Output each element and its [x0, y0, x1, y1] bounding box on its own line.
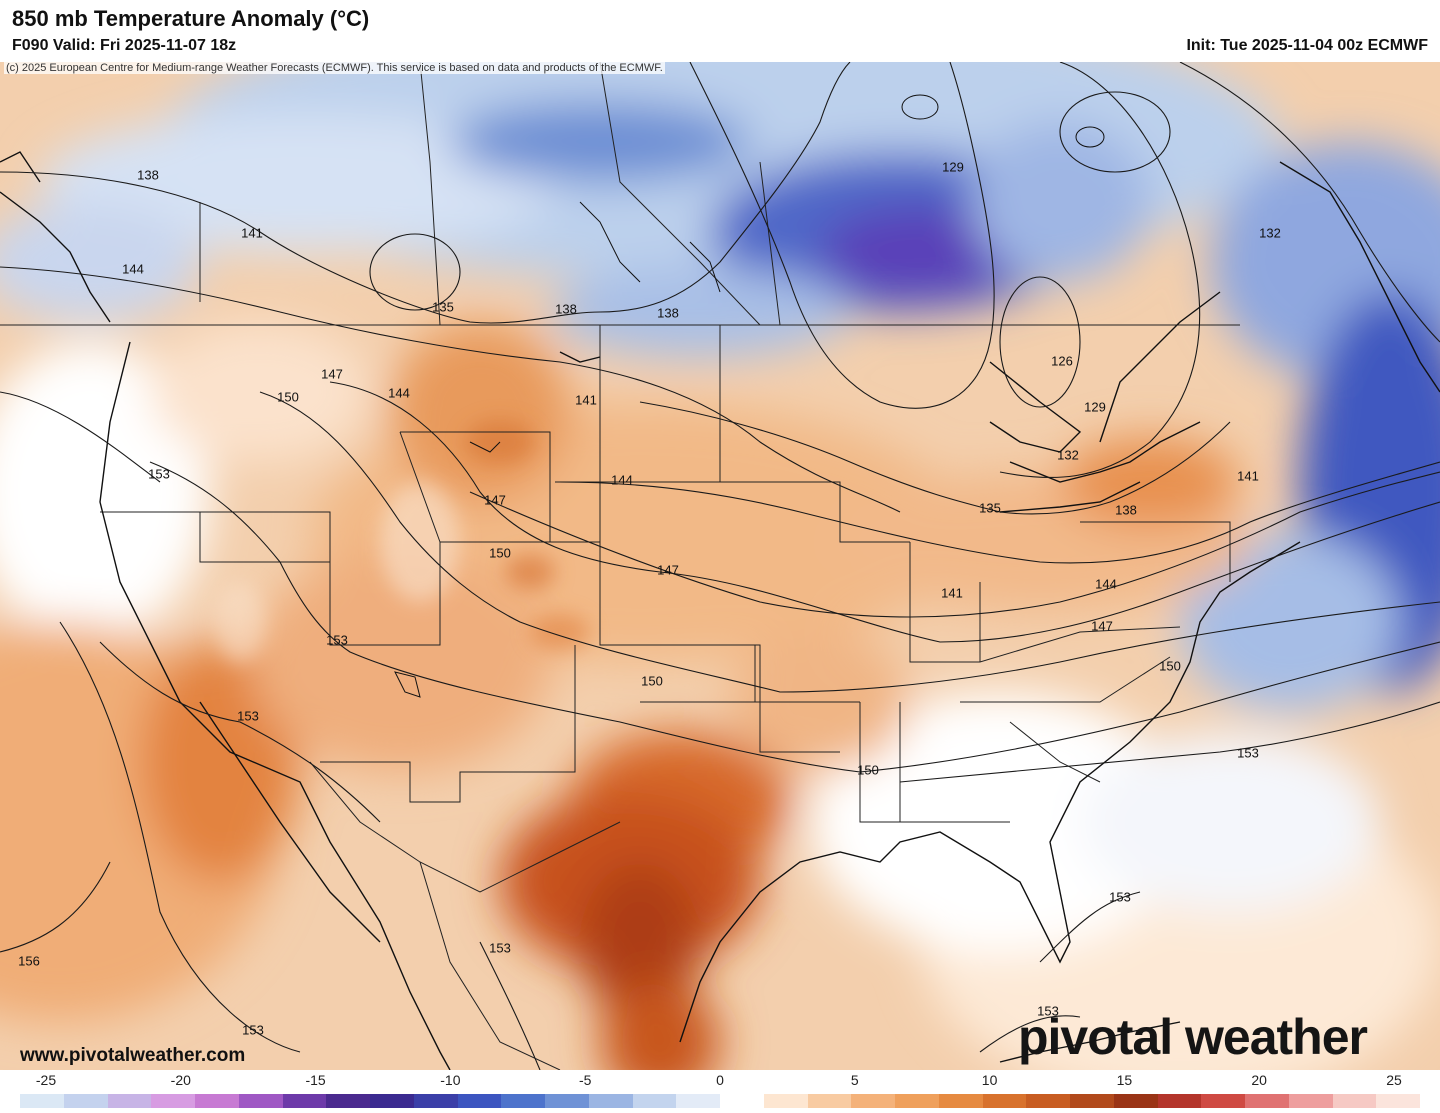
colorbar-swatch	[195, 1094, 239, 1108]
weather-map[interactable]: 138 141 144 135 138 138 129 132 126 129 132 135 138 1…	[0, 62, 1440, 1070]
contour-label: 126	[1051, 353, 1073, 368]
height-contours	[0, 62, 1440, 1070]
contour-label: 129	[942, 159, 964, 174]
colorbar-swatch	[895, 1094, 939, 1108]
colorbar-tick-label: -20	[170, 1072, 191, 1088]
map-title: 850 mb Temperature Anomaly (°C)	[12, 6, 370, 31]
colorbar-swatch	[1332, 1094, 1377, 1108]
colorbar-tick-label: -25	[35, 1072, 57, 1088]
colorbar-tick-label: 20	[1251, 1072, 1267, 1088]
map-canvas: 138 141 144 135 138 138 129 132 126 129 132 135 138 1…	[0, 62, 1440, 1070]
contour-label: 135	[979, 500, 1001, 515]
contour-label: 141	[1237, 468, 1259, 483]
colorbar-swatch	[107, 1094, 152, 1108]
colorbar-swatch	[1070, 1094, 1114, 1108]
colorbar-swatch	[632, 1094, 677, 1108]
contour-label: 144	[122, 261, 144, 276]
contour-label: 153	[326, 632, 348, 647]
contour-label: 144	[388, 385, 410, 400]
contour-label: 144	[1095, 576, 1117, 591]
contour-label: 141	[241, 225, 263, 240]
init-time: Init: Tue 2025-11-04 00z ECMWF	[1186, 37, 1428, 54]
contour-label: 132	[1057, 447, 1079, 462]
contour-label: 147	[657, 562, 679, 577]
contour-label: 153	[1037, 1003, 1059, 1018]
colorbar-scale	[20, 1094, 1420, 1108]
anomaly-field	[0, 62, 1440, 1070]
colorbar-swatch	[282, 1094, 327, 1108]
colorbar-swatch	[1245, 1094, 1289, 1108]
copyright-notice: (c) 2025 European Centre for Medium-rang…	[4, 62, 665, 74]
colorbar-swatch	[457, 1094, 502, 1108]
contour-label: 153	[489, 940, 511, 955]
colorbar-swatch	[720, 1094, 764, 1108]
colorbar-swatch	[238, 1094, 283, 1108]
contour-label: 153	[242, 1022, 264, 1037]
colorbar-tick-labels: -25 -20 -15 -10 -5 0 5 10 15 20 25	[0, 1072, 1440, 1090]
colorbar-swatch	[370, 1094, 414, 1108]
colorbar-tick-label: 10	[981, 1072, 998, 1088]
colorbar-swatch	[1113, 1094, 1158, 1108]
colorbar-swatch	[588, 1094, 633, 1108]
contour-label: 153	[1109, 889, 1131, 904]
colorbar-swatch	[63, 1094, 108, 1108]
colorbar-swatch	[807, 1094, 852, 1108]
contour-label: 138	[137, 167, 159, 182]
colorbar-swatch	[1026, 1094, 1070, 1108]
colorbar-swatch	[501, 1094, 545, 1108]
colorbar-swatch	[938, 1094, 983, 1108]
lakes	[394, 94, 1105, 698]
header: 850 mb Temperature Anomaly (°C) F090 Val…	[0, 0, 1440, 62]
contour-labels: 138 141 144 135 138 138 129 132 126 129 132 135 138 1…	[18, 159, 1281, 1037]
website-link[interactable]: www.pivotalweather.com	[20, 1045, 246, 1066]
contour-label: 150	[1159, 658, 1181, 673]
colorbar-tick-label: -5	[578, 1072, 592, 1088]
contour-label: 135	[432, 299, 454, 314]
colorbar-swatch	[1376, 1094, 1420, 1108]
contour-label: 138	[1115, 502, 1137, 517]
colorbar-tick-label: -15	[305, 1072, 326, 1088]
contour-label: 129	[1084, 399, 1106, 414]
political-borders	[0, 62, 1240, 1070]
colorbar-tick-label: 5	[850, 1072, 859, 1088]
colorbar-swatch	[1288, 1094, 1333, 1108]
pivotal-weather-logo: pivotal weather	[1018, 1009, 1368, 1065]
contour-label: 138	[657, 305, 679, 320]
contour-label: 132	[1259, 225, 1281, 240]
contour-label: 150	[277, 389, 299, 404]
colorbar-swatch	[326, 1094, 370, 1108]
colorbar-swatch	[413, 1094, 458, 1108]
contour-label: 150	[857, 762, 879, 777]
contour-label: 141	[575, 392, 597, 407]
contour-label: 153	[237, 708, 259, 723]
contour-label: 144	[611, 472, 633, 487]
contour-label: 141	[941, 585, 963, 600]
colorbar-swatch	[1157, 1094, 1202, 1108]
colorbar-swatch	[982, 1094, 1027, 1108]
colorbar-swatch	[851, 1094, 895, 1108]
colorbar-swatch	[1201, 1094, 1245, 1108]
contour-label: 153	[148, 466, 170, 481]
colorbar-tick-label: 25	[1386, 1072, 1402, 1088]
contour-label: 138	[555, 301, 577, 316]
contour-label: 147	[321, 366, 343, 381]
colorbar-swatch	[545, 1094, 589, 1108]
colorbar-tick-label: 15	[1116, 1072, 1133, 1088]
contour-label: 150	[641, 673, 663, 688]
contour-label: 150	[489, 545, 511, 560]
colorbar-tick-label: 0	[716, 1072, 724, 1088]
colorbar-tick-label: -10	[440, 1072, 461, 1088]
colorbar-swatch	[763, 1094, 808, 1108]
colorbar-swatch	[20, 1094, 64, 1108]
colorbar-swatch	[151, 1094, 195, 1108]
colorbar-swatch	[676, 1094, 720, 1108]
contour-label: 156	[18, 953, 40, 968]
contour-label: 147	[1091, 618, 1113, 633]
valid-time: F090 Valid: Fri 2025-11-07 18z	[12, 37, 237, 54]
contour-label: 147	[484, 492, 506, 507]
coastlines	[0, 151, 1440, 1070]
contour-label: 153	[1237, 745, 1259, 760]
colorbar: -25 -20 -15 -10 -5 0 5 10 15 20 25	[0, 1070, 1440, 1113]
